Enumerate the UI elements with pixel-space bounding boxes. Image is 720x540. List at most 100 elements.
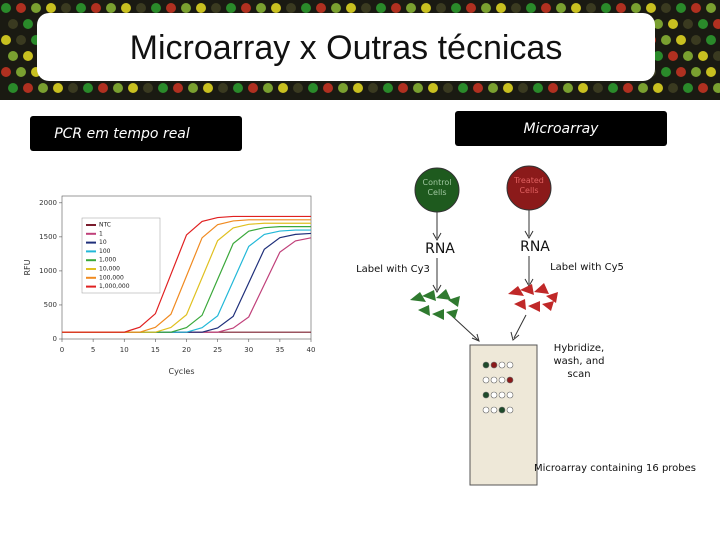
- hybridize-label: Hybridize, wash, and scan: [553, 343, 605, 380]
- banner-spot: [61, 3, 71, 13]
- banner-spot: [173, 83, 183, 93]
- y-axis-label: RFU: [23, 259, 32, 275]
- banner-spot: [331, 3, 341, 13]
- probe-spot: [506, 376, 514, 384]
- arrow: [513, 314, 527, 339]
- right-label-box: [455, 111, 667, 146]
- banner-spot: [691, 67, 701, 77]
- banner-spot: [653, 19, 663, 29]
- banner-spot: [683, 51, 693, 61]
- banner-spot: [458, 83, 468, 93]
- banner-spot: [638, 83, 648, 93]
- left-label: PCR em tempo real: [54, 126, 190, 142]
- banner-spot: [128, 83, 138, 93]
- banner-spot: [301, 3, 311, 13]
- banner-spot: [608, 83, 618, 93]
- banner-spot: [661, 3, 671, 13]
- banner-spot: [676, 67, 686, 77]
- banner-spot: [713, 51, 720, 61]
- legend-label: 100: [99, 248, 111, 255]
- probe-spot: [482, 391, 490, 399]
- banner-spot: [661, 67, 671, 77]
- probe-spot: [490, 361, 498, 369]
- banner-spot: [398, 83, 408, 93]
- banner-spot: [571, 3, 581, 13]
- legend-box: [81, 217, 161, 294]
- banner-spot: [203, 83, 213, 93]
- banner-spot: [668, 19, 678, 29]
- banner-spot: [593, 83, 603, 93]
- banner-spot: [256, 3, 266, 13]
- legend-label: 10,000: [99, 266, 120, 273]
- microarray-spots: [482, 361, 514, 414]
- banner-spot: [706, 3, 716, 13]
- x-tick-label: 0: [60, 346, 64, 354]
- legend-label: 1,000,000: [99, 283, 130, 290]
- banner-spot: [293, 83, 303, 93]
- banner-spot: [16, 3, 26, 13]
- microarray-caption: Microarray containing 16 probes: [534, 463, 696, 474]
- probe-spot: [482, 406, 490, 414]
- series-line: [62, 215, 311, 333]
- y-tick-label: 1500: [39, 233, 57, 241]
- arrow-head: [524, 230, 534, 240]
- banner-spot: [631, 3, 641, 13]
- banner-spot: [16, 35, 26, 45]
- arrow-head: [471, 333, 480, 342]
- control-cells-label: Control Cells: [422, 178, 452, 198]
- banner-spot: [691, 3, 701, 13]
- probe-spot: [490, 406, 498, 414]
- banner-spot: [503, 83, 513, 93]
- banner-spot: [668, 83, 678, 93]
- right-label: Microarray: [524, 121, 600, 137]
- probe-spot: [498, 376, 506, 384]
- arrow: [451, 315, 479, 341]
- banner-spot: [698, 83, 708, 93]
- banner-spot: [23, 51, 33, 61]
- x-tick-label: 35: [275, 346, 284, 354]
- cy3-molecules: [410, 289, 460, 320]
- banner-spot: [653, 51, 663, 61]
- x-axis-label: Cycles: [168, 367, 194, 376]
- banner-spot: [683, 19, 693, 29]
- banner-spot: [683, 83, 693, 93]
- x-tick-label: 40: [307, 346, 316, 354]
- banner-spot: [241, 3, 251, 13]
- pcr-chart: 0 500 1000 1500 2000 0 5 10 15 20 25 30 35 40 Cycles RF…: [23, 195, 316, 376]
- banner-spot: [8, 19, 18, 29]
- probe-spot: [506, 361, 514, 369]
- banner-spot: [158, 83, 168, 93]
- banner-spot: [83, 83, 93, 93]
- banner-spot: [286, 3, 296, 13]
- banner-spot: [248, 83, 258, 93]
- arrow-head: [432, 232, 442, 242]
- banner-spot: [196, 3, 206, 13]
- banner-spot: [188, 83, 198, 93]
- banner-spot: [226, 3, 236, 13]
- banner-spot: [653, 83, 663, 93]
- probe-spot: [506, 406, 514, 414]
- arrow-head: [432, 284, 442, 294]
- x-tick-label: 20: [182, 346, 191, 354]
- banner-spot: [353, 83, 363, 93]
- x-tick-label: 25: [213, 346, 222, 354]
- probe-spot: [482, 361, 490, 369]
- banner-spot: [23, 19, 33, 29]
- banner-spot: [8, 51, 18, 61]
- banner-spot: [556, 3, 566, 13]
- legend-label: 10: [99, 239, 107, 246]
- banner-spot: [526, 3, 536, 13]
- banner-spot: [91, 3, 101, 13]
- x-tick-label: 5: [91, 346, 95, 354]
- banner-spot: [713, 19, 720, 29]
- banner-spot: [376, 3, 386, 13]
- cy5-label: Label with Cy5: [550, 262, 624, 273]
- banner-spot: [698, 19, 708, 29]
- banner-spot: [8, 83, 18, 93]
- banner-spot: [323, 83, 333, 93]
- legend-label: 1,000: [99, 257, 116, 264]
- y-tick-label: 0: [53, 335, 57, 343]
- banner-spot: [676, 35, 686, 45]
- banner-spot: [121, 3, 131, 13]
